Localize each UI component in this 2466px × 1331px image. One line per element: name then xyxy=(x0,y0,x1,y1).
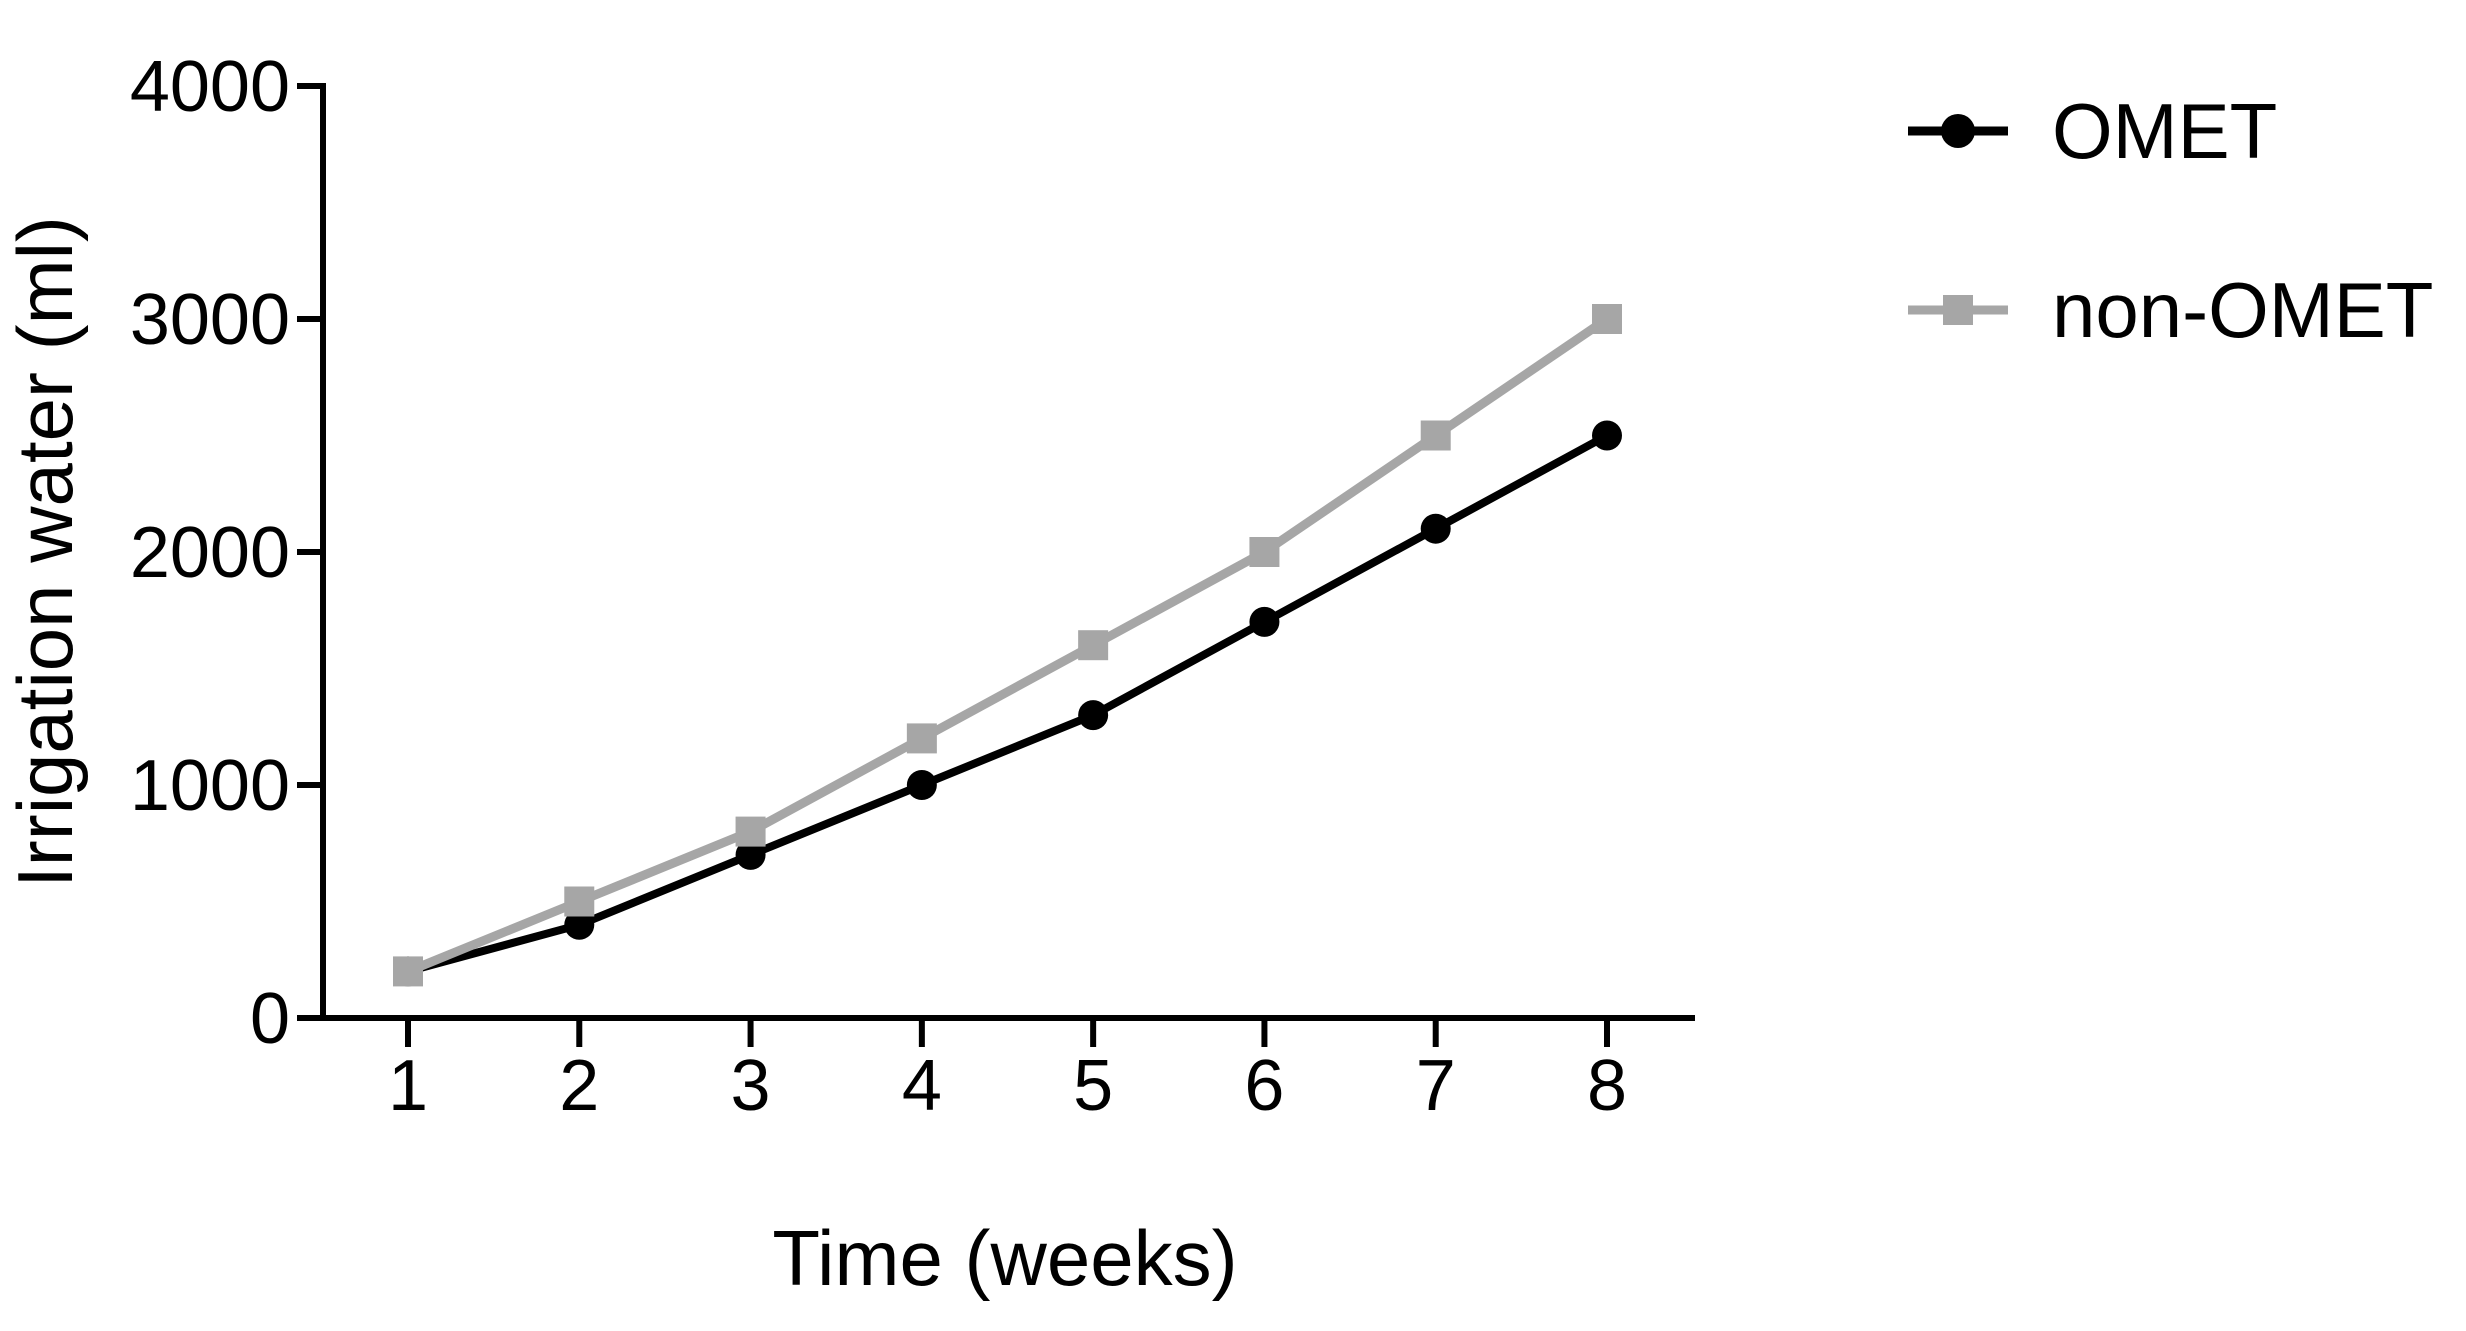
marker-omet-week-3 xyxy=(735,839,766,870)
x-tick-label: 2 xyxy=(559,1046,599,1126)
legend: OMET non-OMET xyxy=(1908,87,2433,354)
series-line-non-omet xyxy=(406,315,1610,976)
marker-omet-week-7 xyxy=(1420,513,1451,544)
marker-non-omet-week-7 xyxy=(1420,420,1451,451)
marker-non-omet-week-8 xyxy=(1591,304,1622,334)
legend-circle-marker-icon xyxy=(1941,114,1975,148)
marker-non-omet-week-5 xyxy=(1078,630,1109,661)
x-tick-label: 1 xyxy=(388,1046,428,1126)
axes-group: 0 1000 2000 3000 4000 1 2 3 4 5 6 7 8 xyxy=(130,47,1695,1126)
x-axis-title: Time (weeks) xyxy=(772,1214,1237,1302)
marker-non-omet-week-3 xyxy=(735,816,766,847)
x-tick-label: 6 xyxy=(1244,1046,1284,1126)
marker-omet-week-2 xyxy=(564,909,595,940)
legend-label-omet: OMET xyxy=(2052,87,2277,175)
series-group xyxy=(393,304,1622,987)
marker-omet-week-6 xyxy=(1249,606,1280,637)
x-tick-label: 4 xyxy=(902,1046,942,1126)
y-tick-label: 0 xyxy=(250,979,290,1059)
series-line-omet xyxy=(406,431,1609,976)
y-tick-label: 2000 xyxy=(130,513,290,593)
x-tick-label: 8 xyxy=(1587,1046,1627,1126)
legend-label-non-omet: non-OMET xyxy=(2052,266,2433,354)
legend-item-non-omet: non-OMET xyxy=(1908,266,2433,354)
y-axis-title: Irrigation water (ml) xyxy=(1,216,89,888)
x-tick-label: 3 xyxy=(731,1046,771,1126)
x-tick-label: 7 xyxy=(1416,1046,1456,1126)
marker-non-omet-week-2 xyxy=(564,886,595,917)
marker-non-omet-week-4 xyxy=(906,723,937,754)
legend-square-marker-icon xyxy=(1943,295,1973,325)
y-tick-label: 1000 xyxy=(130,746,290,826)
marker-non-omet-week-1 xyxy=(393,956,423,987)
marker-omet-week-8 xyxy=(1591,420,1622,451)
y-tick-label: 4000 xyxy=(130,47,290,127)
marker-omet-week-5 xyxy=(1078,700,1109,731)
legend-item-omet: OMET xyxy=(1908,87,2277,175)
marker-non-omet-week-6 xyxy=(1249,537,1280,567)
y-tick-label: 3000 xyxy=(130,280,290,360)
x-tick-label: 5 xyxy=(1073,1046,1113,1126)
marker-omet-week-4 xyxy=(906,770,937,800)
